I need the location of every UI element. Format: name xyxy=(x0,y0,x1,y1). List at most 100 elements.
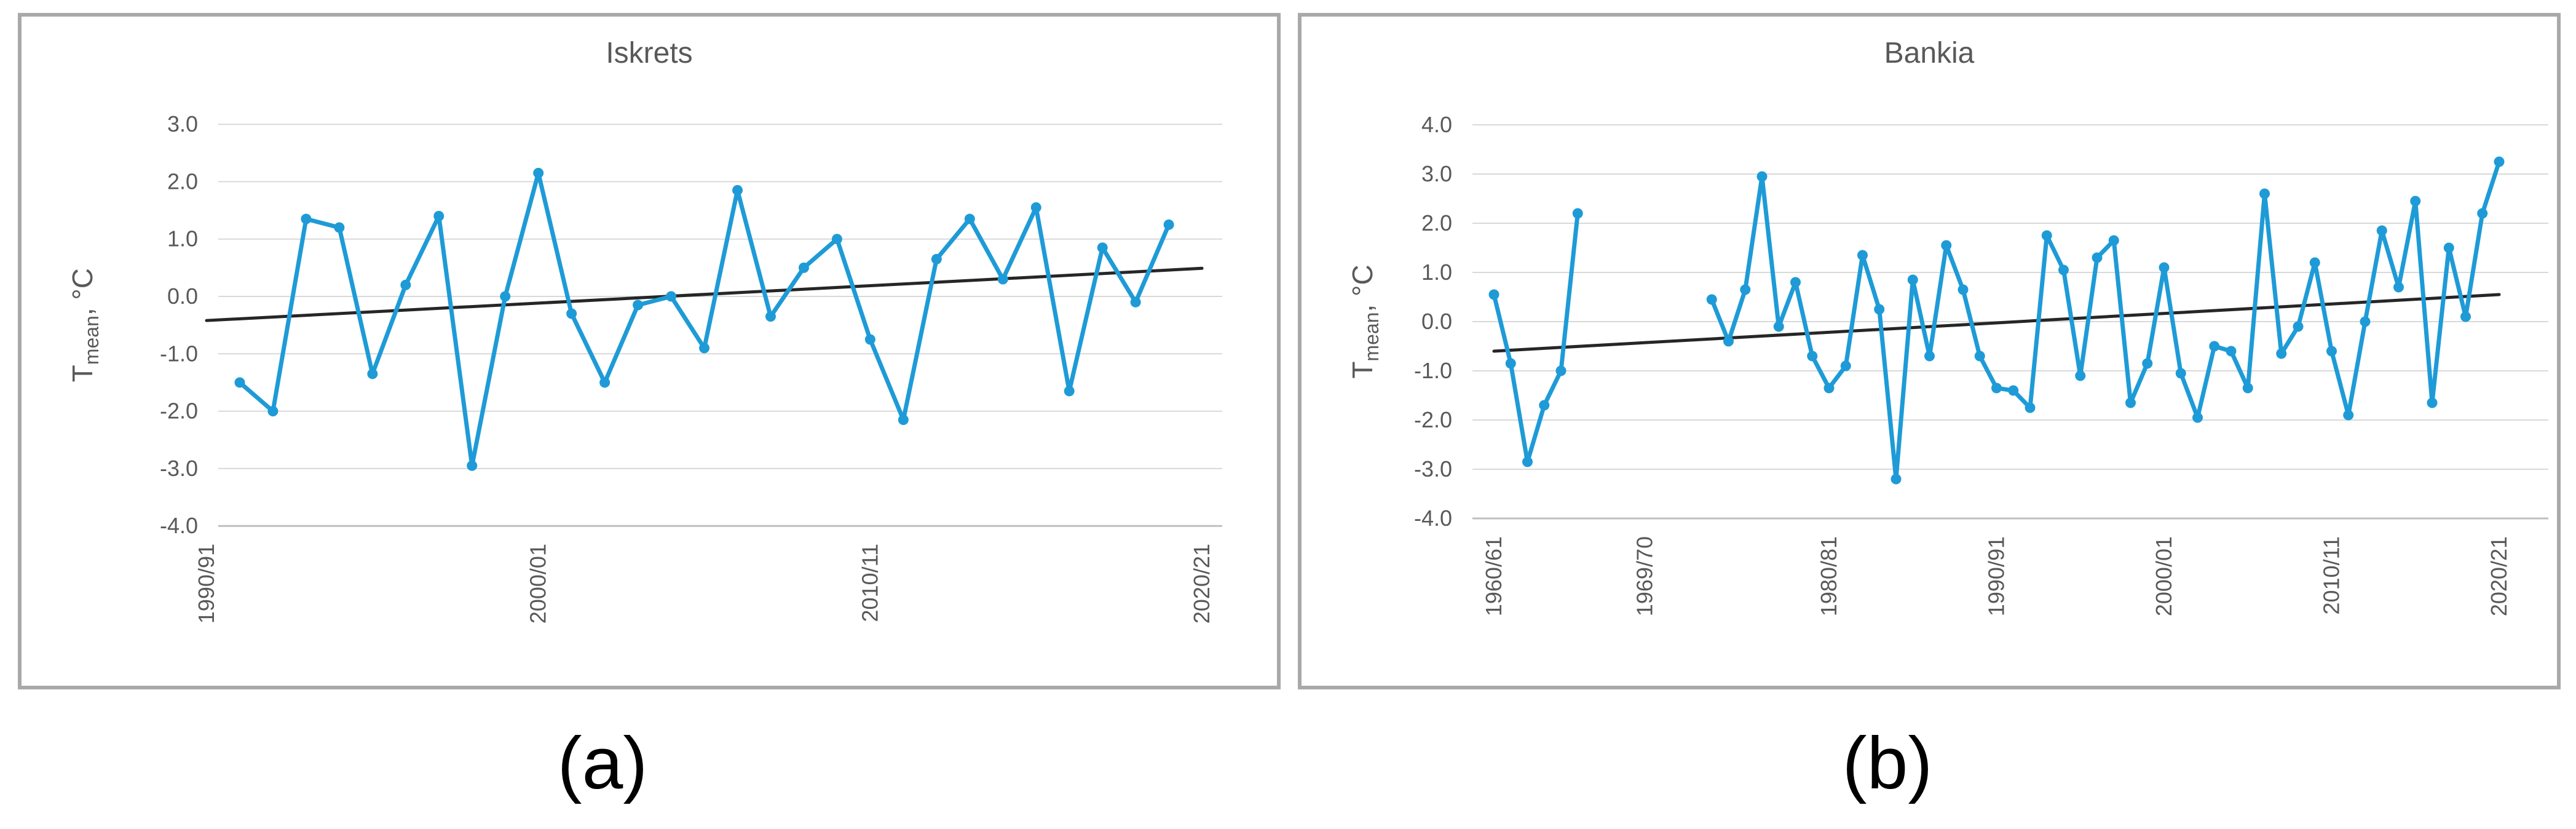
trend-line xyxy=(205,266,1204,322)
data-point-marker xyxy=(2443,242,2454,253)
data-point-marker xyxy=(1130,296,1141,307)
y-tick-label: -4.0 xyxy=(1414,506,1452,531)
x-tick-label: 2010/11 xyxy=(857,544,882,622)
x-tick-label: 1990/91 xyxy=(1984,536,2009,616)
data-point-marker xyxy=(2075,370,2086,381)
y-tick-label: -4.0 xyxy=(160,513,198,538)
data-point-marker xyxy=(633,299,644,311)
data-point-marker xyxy=(2108,235,2119,246)
data-point-marker xyxy=(2276,348,2287,359)
x-tick-label: 1990/91 xyxy=(194,544,219,624)
data-point-marker xyxy=(732,184,743,196)
data-point-marker xyxy=(964,213,975,224)
data-point-marker xyxy=(2410,196,2421,207)
x-tick-label: 1960/61 xyxy=(1481,536,1506,616)
y-tick-label: 1.0 xyxy=(1421,260,1452,285)
data-point-marker xyxy=(931,253,942,264)
data-point-marker xyxy=(433,210,444,221)
series-line xyxy=(1491,211,1580,464)
data-point-marker xyxy=(267,406,279,417)
data-point-marker xyxy=(566,308,577,319)
data-point-marker xyxy=(400,279,411,290)
data-point-marker xyxy=(1706,294,1717,305)
y-tick-label: -2.0 xyxy=(1414,407,1452,432)
data-point-marker xyxy=(334,222,345,233)
data-point-marker xyxy=(1756,171,1768,182)
data-point-marker xyxy=(2192,412,2203,423)
data-point-marker xyxy=(1891,474,1902,485)
data-point-marker xyxy=(898,414,909,426)
data-point-marker xyxy=(2393,282,2404,293)
data-point-marker xyxy=(1723,336,1734,347)
data-point-marker xyxy=(1974,351,1985,362)
data-point-marker xyxy=(1773,321,1784,332)
data-point-marker xyxy=(2209,341,2220,352)
y-tick-label: 3.0 xyxy=(1421,161,1452,186)
y-tick-label: 2.0 xyxy=(1421,210,1452,236)
data-point-marker xyxy=(2025,402,2036,413)
data-point-marker xyxy=(367,368,378,379)
x-tick-label: 2020/21 xyxy=(1189,544,1214,624)
chart-b-title: Bankia xyxy=(1884,37,1975,69)
data-point-marker xyxy=(533,167,544,178)
data-point-marker xyxy=(2175,368,2186,379)
data-point-marker xyxy=(831,234,842,245)
data-point-marker xyxy=(234,377,245,388)
data-point-marker xyxy=(2494,156,2505,167)
data-point-marker xyxy=(2159,262,2170,273)
data-point-marker xyxy=(2226,346,2237,357)
data-point-marker xyxy=(1030,202,1041,213)
data-point-marker xyxy=(2477,208,2488,219)
x-tick-label: 1969/70 xyxy=(1632,536,1657,616)
data-point-marker xyxy=(2309,257,2320,268)
chart-b: 4.0 3.0 2.0 1.0 0.0 -1.0 -2.0 -3.0 -4.0 1960/61 19… xyxy=(1346,112,2548,616)
y-axis-title: Tmean, °C xyxy=(1346,264,1383,378)
trend-line xyxy=(1492,293,2501,353)
y-tick-label: 0.0 xyxy=(1421,309,1452,334)
data-point-marker xyxy=(1740,284,1751,295)
data-point-marker xyxy=(2376,225,2387,236)
data-point-marker xyxy=(2293,321,2304,332)
data-point-marker xyxy=(467,460,478,471)
data-point-marker xyxy=(1840,360,1851,371)
data-point-marker xyxy=(1941,240,1952,251)
y-tick-label: 1.0 xyxy=(167,226,198,252)
y-tick-label: -1.0 xyxy=(1414,358,1452,383)
data-point-marker xyxy=(2460,311,2471,322)
y-tick-label: -2.0 xyxy=(160,399,198,424)
data-point-marker xyxy=(798,262,809,273)
data-point-marker xyxy=(1823,383,1835,394)
data-point-marker xyxy=(599,377,610,388)
data-point-marker xyxy=(1857,250,1868,261)
data-point-marker xyxy=(500,291,511,302)
data-point-marker xyxy=(2427,397,2438,408)
data-point-marker xyxy=(1522,456,1533,467)
chart-a-title: Iskrets xyxy=(606,37,692,69)
data-point-marker xyxy=(765,311,776,322)
data-point-marker xyxy=(2326,346,2337,357)
data-point-marker xyxy=(1958,284,1969,295)
data-point-marker xyxy=(2041,230,2052,241)
panel-a-frame xyxy=(18,13,1281,689)
data-point-marker xyxy=(1907,274,1918,285)
chart-a: 3.0 2.0 1.0 0.0 -1.0 -2.0 -3.0 -4.0 1990/91 2000/… xyxy=(66,111,1222,624)
data-point-marker xyxy=(864,334,875,345)
data-point-marker xyxy=(2360,316,2371,327)
y-axis-title: Tmean, °C xyxy=(66,268,103,382)
y-tick-label: -1.0 xyxy=(160,341,198,366)
y-tick-label: -3.0 xyxy=(160,456,198,481)
data-point-marker xyxy=(1924,351,1935,362)
data-point-marker xyxy=(2343,410,2354,421)
data-point-marker xyxy=(2092,252,2103,263)
x-tick-label: 2000/01 xyxy=(2151,536,2176,616)
data-point-marker xyxy=(1790,277,1801,288)
x-tick-label: 1980/81 xyxy=(1816,536,1841,616)
caption-b: (b) xyxy=(1843,722,1933,804)
data-point-marker xyxy=(1555,365,1567,376)
x-tick-label: 2000/01 xyxy=(526,544,551,624)
data-point-marker xyxy=(1064,386,1075,397)
y-tick-label: 3.0 xyxy=(167,111,198,137)
y-tick-label: 0.0 xyxy=(167,284,198,309)
data-point-marker xyxy=(2242,383,2253,394)
